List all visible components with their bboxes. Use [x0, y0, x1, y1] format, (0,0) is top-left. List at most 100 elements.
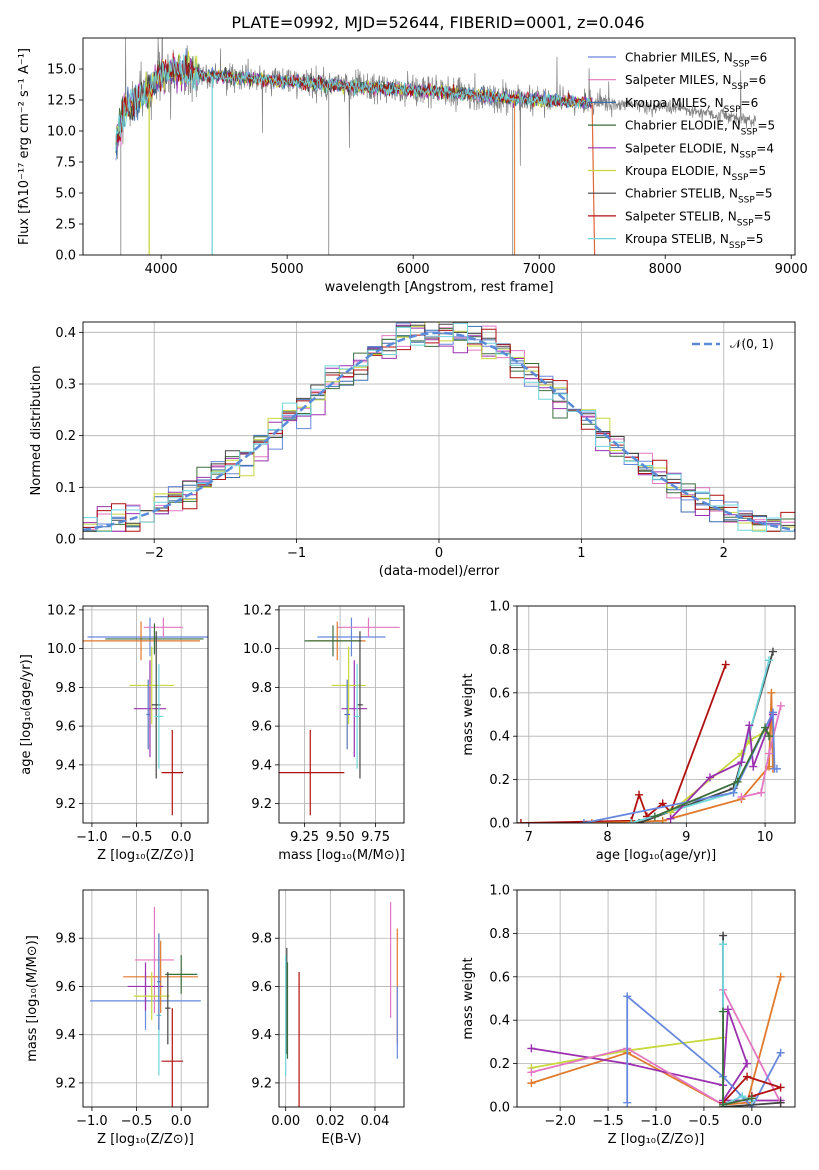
x-tick-label: 9000	[775, 262, 808, 277]
age-vs-mass-panel: 9.25 9.50 9.75 9.2 9.4 9.6 9.8 10.0 10.2 mass [lo…	[243, 603, 405, 863]
legend-value: =5	[754, 209, 772, 223]
x-tick-label: 0.04	[361, 1114, 390, 1129]
legend-label: Salpeter MILES, NSSP=6	[625, 73, 766, 92]
axes-frame	[516, 889, 796, 1108]
residual-panel: −2 −1 0 1 2 0.0 0.1 0.2 0.3 0.4 (data-model)/error…	[29, 321, 796, 579]
x-tick-label: 9.25	[290, 830, 319, 845]
y-tick-label: 9.8	[55, 932, 76, 947]
x-tick-label: 9	[682, 830, 690, 845]
legend-subscript: SSP	[739, 150, 756, 160]
weight-line	[654, 725, 770, 818]
y-tick-label: 0.0	[489, 817, 510, 832]
y-tick-label: 9.4	[55, 1028, 76, 1043]
x-axis-label: E(B-V)	[321, 1132, 361, 1147]
weight-marker	[776, 1048, 785, 1057]
mass-vs-extinction-panel: 0.00 0.02 0.04 9.2 9.4 9.6 9.8 E(B-V)	[251, 889, 405, 1147]
legend-subscript: SSP	[741, 128, 758, 138]
legend-value: =5	[748, 164, 766, 178]
chart-title: PLATE=0992, MJD=52644, FIBERID=0001, z=0…	[231, 13, 644, 32]
legend-label: Salpeter STELIB, NSSP=5	[625, 209, 771, 228]
y-tick-label: 7.5	[55, 156, 76, 171]
weight-marker	[705, 773, 714, 782]
legend-subscript: SSP	[732, 82, 749, 92]
x-tick-label: −1.0	[76, 1114, 108, 1129]
y-tick-label: 9.2	[251, 797, 272, 812]
y-tick-label: 0.0	[489, 1101, 510, 1116]
x-tick-label: 8	[603, 830, 611, 845]
legend-value: =6	[750, 51, 768, 65]
y-tick-label: 1.0	[489, 600, 510, 615]
weight-marker	[761, 723, 770, 732]
weight-marker	[623, 1098, 632, 1107]
plot-area	[285, 902, 398, 1107]
weight-marker	[745, 721, 754, 730]
x-tick-label: 8000	[649, 262, 682, 277]
weight-marker	[527, 1079, 536, 1088]
plot-area	[90, 906, 201, 1107]
axes-frame	[82, 37, 796, 256]
x-tick-label: −2.0	[544, 1114, 576, 1129]
plot-area	[517, 647, 785, 823]
weight-marker	[587, 819, 596, 823]
weight-marker	[729, 788, 738, 797]
axes-frame	[82, 321, 796, 540]
x-tick-label: −0.5	[121, 1114, 153, 1129]
legend-label: Salpeter ELODIE, NSSP=4	[625, 141, 774, 160]
model-line	[115, 53, 593, 152]
histogram-step	[83, 322, 795, 532]
weight-marker	[658, 816, 667, 823]
y-tick-label: 0.2	[489, 1057, 510, 1072]
x-axis-label: Z [log₁₀(Z/Z⊙)]	[97, 848, 194, 863]
weight-marker	[527, 1044, 536, 1053]
legend: Chabrier MILES, NSSP=6 Salpeter MILES, NS…	[588, 51, 775, 251]
x-tick-label: 4000	[145, 262, 178, 277]
y-tick-label: 0.4	[489, 1014, 510, 1029]
y-tick-label: 9.2	[251, 1076, 272, 1091]
weight-marker	[579, 819, 588, 823]
y-tick-label: 15.0	[47, 63, 76, 78]
x-tick-label: −0.5	[121, 830, 153, 845]
weight-marker	[719, 1100, 728, 1107]
x-tick-label: 0.00	[271, 1114, 300, 1129]
x-tick-label: 7000	[523, 262, 556, 277]
y-axis-label: mass weight	[461, 957, 476, 1039]
x-tick-label: 7	[525, 830, 533, 845]
x-tick-label: 0.0	[171, 830, 192, 845]
x-tick-label: 9.50	[326, 830, 355, 845]
weight-marker	[757, 788, 766, 797]
y-tick-label: 0.8	[489, 927, 510, 942]
y-tick-label: 0.6	[489, 970, 510, 985]
y-tick-label: 9.6	[251, 980, 272, 995]
plot-area	[83, 617, 208, 816]
legend-label: Kroupa STELIB, NSSP=5	[625, 232, 763, 251]
weight-marker	[635, 790, 644, 799]
y-tick-label: 9.8	[251, 681, 272, 696]
weight-marker	[666, 814, 675, 823]
x-axis-label: wavelength [Angstrom, rest frame]	[325, 280, 554, 295]
y-tick-label: 9.4	[251, 758, 272, 773]
x-tick-label: 0.02	[316, 1114, 345, 1129]
y-tick-label: 10.0	[243, 642, 272, 657]
y-tick-label: 9.2	[55, 797, 76, 812]
y-tick-label: 9.6	[251, 720, 272, 735]
x-axis-label: Z [log₁₀(Z/Z⊙)]	[97, 1132, 194, 1147]
weight-line	[591, 692, 774, 823]
x-tick-label: 6000	[397, 262, 430, 277]
weight-marker	[747, 1094, 756, 1103]
y-tick-label: 2.5	[55, 218, 76, 233]
legend-value: =5	[755, 187, 773, 201]
axes-frame	[278, 889, 405, 1108]
legend-label: Kroupa ELODIE, NSSP=5	[625, 164, 766, 183]
y-tick-label: 10.0	[47, 642, 76, 657]
legend-value: =5	[757, 119, 775, 133]
y-axis-label: age [log₁₀(age/yr)]	[19, 654, 34, 775]
y-tick-label: 10.2	[47, 603, 76, 618]
x-tick-label: −0.5	[688, 1114, 720, 1129]
x-tick-label: 0.0	[171, 1114, 192, 1129]
weight-marker	[627, 819, 636, 823]
y-tick-label: 0.4	[55, 326, 76, 341]
y-tick-label: 9.4	[251, 1028, 272, 1043]
axes-frame	[82, 889, 209, 1108]
weight-marker	[743, 1072, 752, 1081]
y-tick-label: 0.1	[55, 481, 76, 496]
